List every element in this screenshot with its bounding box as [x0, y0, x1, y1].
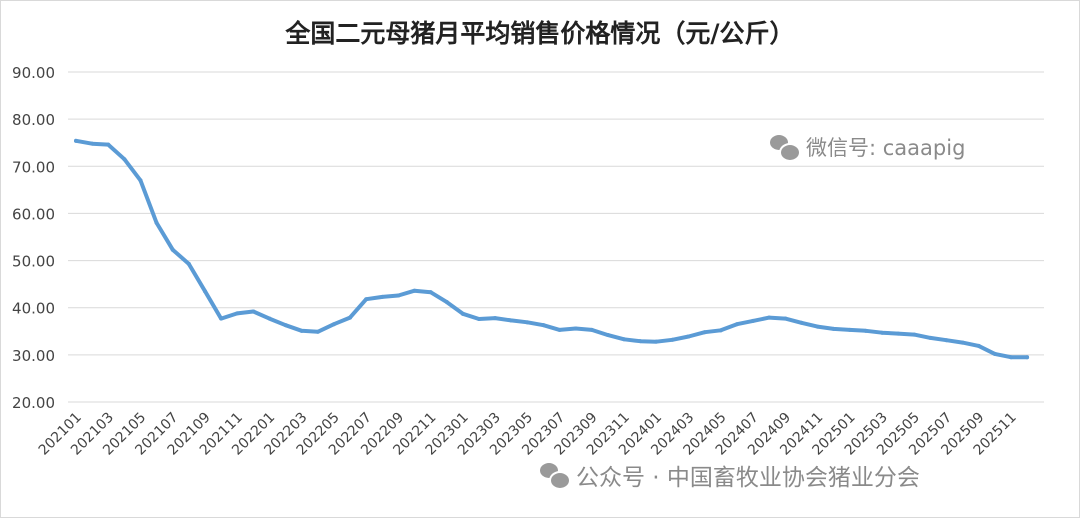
data-point	[283, 323, 288, 328]
data-point	[477, 317, 481, 322]
data-point	[863, 328, 868, 333]
data-point	[880, 330, 884, 335]
data-point	[348, 315, 353, 320]
data-point	[622, 337, 627, 342]
gridlines	[68, 71, 1044, 403]
data-point	[847, 327, 852, 332]
data-point	[428, 290, 433, 295]
data-point	[509, 318, 514, 323]
y-axis: 20.00 30.00 40.00 50.00 60.00 70.00 80.00 90.00	[12, 64, 55, 412]
data-point	[638, 339, 643, 344]
data-point	[976, 343, 981, 348]
chart-title: 全国二元母猪月平均销售价格情况（元/公斤）	[284, 19, 794, 48]
public-account-text: 公众号 · 中国畜牧业协会猪业分会	[576, 465, 920, 491]
wechat-id-watermark: 微信号: caaapig	[770, 132, 965, 162]
data-point	[235, 311, 240, 316]
data-point	[1025, 355, 1030, 360]
data-point	[670, 337, 675, 342]
data-point	[444, 300, 449, 305]
data-point	[718, 328, 723, 333]
data-point	[912, 332, 917, 337]
data-point	[928, 335, 933, 340]
data-point	[960, 340, 965, 345]
data-point	[380, 294, 385, 299]
wechat-id-text: 微信号: caaapig	[806, 136, 966, 160]
public-account-watermark: 公众号 · 中国畜牧业协会猪业分会	[540, 458, 920, 492]
data-point	[396, 293, 401, 298]
y-tick-label: 30.00	[12, 347, 55, 365]
data-point	[686, 334, 691, 339]
y-tick-label: 60.00	[12, 205, 55, 223]
data-point	[154, 220, 159, 225]
wechat-icon	[540, 463, 571, 490]
data-point	[315, 329, 320, 334]
data-point	[170, 247, 175, 252]
x-axis: 2021012021032021052021072021092021112022…	[36, 410, 1020, 459]
data-point	[331, 322, 336, 327]
data-point	[90, 141, 95, 146]
wechat-icon	[770, 135, 801, 162]
y-tick-label: 80.00	[12, 111, 55, 129]
series-group	[74, 138, 1030, 360]
data-point	[412, 288, 417, 293]
data-point	[251, 309, 256, 314]
data-point	[751, 318, 756, 323]
data-point	[944, 338, 949, 343]
data-point	[992, 351, 997, 356]
data-point	[767, 315, 772, 320]
data-point	[186, 261, 191, 266]
y-tick-label: 90.00	[12, 64, 55, 82]
data-point	[702, 330, 707, 335]
data-point	[299, 328, 304, 333]
data-point	[202, 289, 207, 294]
data-point	[364, 297, 369, 302]
data-point	[106, 142, 111, 147]
data-point	[493, 316, 498, 321]
data-point	[815, 324, 820, 329]
data-point	[605, 333, 610, 338]
data-point	[219, 316, 224, 321]
data-point	[573, 326, 578, 331]
y-tick-label: 20.00	[12, 394, 55, 412]
data-point	[267, 316, 272, 321]
data-point	[541, 323, 546, 328]
y-tick-label: 70.00	[12, 158, 55, 176]
data-point	[799, 320, 804, 325]
data-point	[589, 327, 594, 332]
y-tick-label: 40.00	[12, 300, 55, 318]
data-point	[896, 331, 901, 336]
data-point	[122, 157, 127, 162]
data-point	[734, 322, 739, 327]
data-point	[654, 339, 659, 344]
data-point	[525, 320, 530, 325]
data-point	[831, 326, 836, 331]
data-point	[783, 316, 788, 321]
data-point	[1008, 355, 1013, 360]
data-point	[460, 311, 465, 316]
data-point	[557, 327, 562, 332]
series-line	[74, 138, 1030, 360]
data-point	[74, 138, 78, 143]
data-point	[138, 178, 143, 183]
y-tick-label: 50.00	[12, 253, 55, 271]
